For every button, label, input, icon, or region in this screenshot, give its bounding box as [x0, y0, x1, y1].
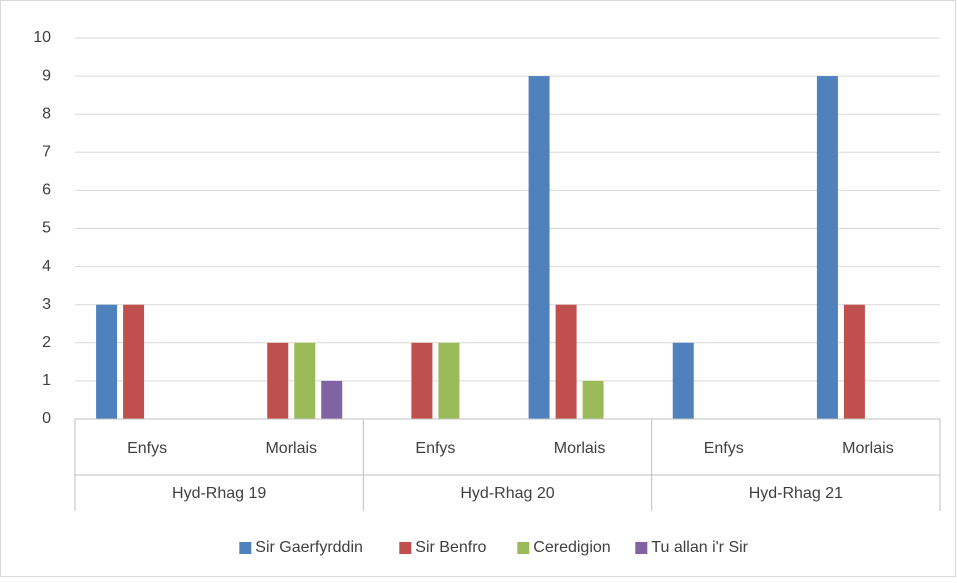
- bar: [555, 304, 577, 419]
- y-tick-label: 0: [42, 410, 51, 427]
- bar: [528, 76, 550, 419]
- group-label: Hyd-Rhag 20: [460, 485, 554, 502]
- y-tick-label: 3: [42, 296, 51, 313]
- bar: [438, 342, 460, 419]
- x-tick-label: Morlais: [842, 440, 894, 457]
- bar: [816, 76, 838, 419]
- legend-swatch: [399, 542, 412, 554]
- bar: [582, 380, 604, 419]
- legend-swatch: [635, 542, 648, 554]
- y-tick-label: 10: [33, 29, 51, 46]
- bar: [123, 304, 145, 419]
- y-tick-label: 9: [42, 67, 51, 84]
- y-tick-label: 5: [42, 220, 51, 237]
- x-tick-label: Enfys: [704, 440, 744, 457]
- bar: [96, 304, 118, 419]
- x-tick-label: Morlais: [265, 440, 317, 457]
- y-tick-label: 1: [42, 372, 51, 389]
- bar: [321, 380, 343, 419]
- y-tick-label: 4: [42, 258, 51, 275]
- x-tick-label: Morlais: [554, 440, 606, 457]
- bar: [672, 342, 694, 419]
- legend-swatch: [517, 542, 530, 554]
- x-tick-label: Enfys: [127, 440, 167, 457]
- y-tick-label: 8: [42, 105, 51, 122]
- bar: [267, 342, 289, 419]
- y-tick-label: 6: [42, 182, 51, 199]
- x-tick-label: Enfys: [415, 440, 455, 457]
- bar: [294, 342, 316, 419]
- group-label: Hyd-Rhag 19: [172, 485, 266, 502]
- legend-label: Sir Benfro: [415, 539, 486, 556]
- legend-swatch: [239, 542, 252, 554]
- bar: [411, 342, 433, 419]
- y-tick-label: 2: [42, 334, 51, 351]
- legend-label: Ceredigion: [533, 539, 610, 556]
- legend-label: Sir Gaerfyrddin: [255, 539, 363, 556]
- legend-label: Tu allan i'r Sir: [651, 539, 748, 556]
- group-label: Hyd-Rhag 21: [749, 485, 843, 502]
- y-tick-label: 7: [42, 144, 51, 161]
- bar: [843, 304, 865, 419]
